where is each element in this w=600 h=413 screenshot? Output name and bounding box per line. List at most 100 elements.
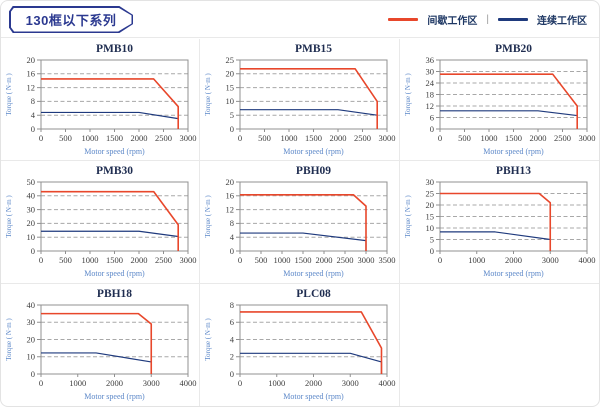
svg-text:2000: 2000 (529, 133, 546, 143)
svg-text:3000: 3000 (342, 378, 359, 388)
svg-text:Motor speed (rpm): Motor speed (rpm) (284, 392, 345, 401)
svg-text:0: 0 (438, 133, 442, 143)
svg-text:8: 8 (31, 96, 35, 106)
svg-text:Torque ( N·m ): Torque ( N·m ) (404, 73, 412, 116)
svg-text:20: 20 (226, 69, 235, 79)
legend: 间歇工作区 | 连续工作区 (388, 1, 587, 38)
svg-text:5: 5 (429, 235, 433, 245)
chart-cell-pmb30: 0 10 20 30 40 50 0 500 1000 1500 2000 2500 3000 PMB30… (1, 161, 201, 284)
svg-text:10: 10 (226, 96, 235, 106)
svg-text:1000: 1000 (281, 133, 298, 143)
svg-text:2000: 2000 (106, 378, 123, 388)
svg-text:2: 2 (230, 351, 234, 361)
svg-text:36: 36 (425, 55, 434, 65)
svg-text:2500: 2500 (337, 255, 354, 265)
svg-text:0: 0 (39, 378, 43, 388)
svg-text:0: 0 (438, 255, 442, 265)
intermittent-label: 间歇工作区 (427, 16, 478, 27)
svg-text:0: 0 (238, 133, 242, 143)
svg-text:2000: 2000 (316, 255, 333, 265)
svg-text:40: 40 (27, 191, 36, 201)
svg-text:PMB15: PMB15 (295, 43, 332, 55)
svg-text:2500: 2500 (155, 255, 172, 265)
svg-text:0: 0 (429, 246, 433, 256)
svg-text:30: 30 (27, 205, 36, 215)
svg-text:15: 15 (226, 82, 235, 92)
svg-text:16: 16 (27, 69, 36, 79)
svg-text:25: 25 (226, 55, 235, 65)
svg-text:Torque ( N·m ): Torque ( N·m ) (204, 195, 212, 238)
svg-text:6: 6 (230, 317, 234, 327)
chart-cell-pbh09: 0 4 8 12 16 20 0 500 1000 1500 2000 2500 3000 3500 PBH… (200, 161, 400, 284)
svg-text:3000: 3000 (180, 133, 197, 143)
svg-text:0: 0 (429, 124, 433, 134)
svg-text:Motor speed (rpm): Motor speed (rpm) (483, 269, 544, 278)
svg-text:12: 12 (27, 82, 36, 92)
svg-text:20: 20 (425, 200, 434, 210)
svg-text:6: 6 (429, 112, 433, 122)
chart-cell-pmb10: 0 4 8 12 16 20 0 500 1000 1500 2000 2500 3000 PMB10 Mo… (1, 39, 201, 162)
svg-text:2000: 2000 (505, 255, 522, 265)
svg-text:4: 4 (230, 232, 235, 242)
svg-text:5: 5 (230, 110, 234, 120)
svg-text:1500: 1500 (295, 255, 312, 265)
svg-text:20: 20 (27, 55, 36, 65)
empty-cell (400, 284, 599, 406)
svg-text:4000: 4000 (379, 378, 396, 388)
intermittent-line-swatch (388, 18, 419, 21)
svg-text:2000: 2000 (305, 378, 322, 388)
svg-text:16: 16 (226, 191, 235, 201)
svg-text:PMB20: PMB20 (495, 43, 532, 55)
svg-text:3000: 3000 (379, 133, 396, 143)
svg-text:0: 0 (31, 124, 35, 134)
svg-text:50: 50 (27, 177, 36, 187)
chart-grid: 0 4 8 12 16 20 0 500 1000 1500 2000 2500 3000 PMB10 Mo… (1, 39, 599, 406)
chart-pmb15: 0 5 10 15 20 25 0 500 1000 1500 2000 2500 3000 PMB15 M… (204, 43, 396, 156)
svg-text:18: 18 (425, 89, 434, 99)
svg-text:3000: 3000 (358, 255, 375, 265)
svg-text:500: 500 (458, 133, 471, 143)
svg-text:Torque ( N·m ): Torque ( N·m ) (5, 73, 13, 116)
svg-text:12: 12 (425, 101, 434, 111)
svg-text:PMB10: PMB10 (96, 43, 133, 55)
svg-text:10: 10 (27, 351, 36, 361)
svg-text:1000: 1000 (468, 255, 485, 265)
svg-text:1000: 1000 (269, 378, 286, 388)
svg-text:3500: 3500 (379, 255, 396, 265)
chart-pmb10: 0 4 8 12 16 20 0 500 1000 1500 2000 2500 3000 PMB10 Mo… (5, 43, 197, 156)
svg-text:20: 20 (226, 177, 235, 187)
svg-text:3000: 3000 (541, 255, 558, 265)
svg-text:0: 0 (39, 133, 43, 143)
svg-text:0: 0 (31, 246, 35, 256)
svg-text:4000: 4000 (180, 378, 197, 388)
svg-text:1500: 1500 (106, 255, 123, 265)
chart-pbh09: 0 4 8 12 16 20 0 500 1000 1500 2000 2500 3000 3500 PBH… (204, 165, 396, 278)
svg-text:Motor speed (rpm): Motor speed (rpm) (84, 269, 145, 278)
svg-text:500: 500 (258, 133, 271, 143)
svg-text:0: 0 (230, 246, 234, 256)
svg-text:1500: 1500 (505, 133, 522, 143)
svg-text:1000: 1000 (82, 255, 99, 265)
svg-text:24: 24 (425, 78, 434, 88)
svg-text:Motor speed (rpm): Motor speed (rpm) (284, 147, 345, 156)
svg-text:Motor speed (rpm): Motor speed (rpm) (483, 147, 544, 156)
svg-text:1500: 1500 (305, 133, 322, 143)
svg-text:0: 0 (31, 368, 35, 378)
svg-text:3000: 3000 (180, 255, 197, 265)
svg-text:20: 20 (27, 334, 36, 344)
chart-cell-pbh18: 0 10 20 30 40 0 1000 2000 3000 4000 PBH18 Motor spe… (1, 283, 201, 406)
svg-text:3000: 3000 (143, 378, 160, 388)
chart-cell-pmb15: 0 5 10 15 20 25 0 500 1000 1500 2000 2500 3000 PMB15 M… (200, 39, 400, 162)
svg-text:15: 15 (425, 212, 434, 222)
svg-text:1000: 1000 (274, 255, 291, 265)
svg-text:Torque ( N·m ): Torque ( N·m ) (5, 317, 13, 360)
top-bar: 130框以下系列 间歇工作区 | 连续工作区 (1, 1, 599, 38)
svg-text:2500: 2500 (554, 133, 571, 143)
svg-text:10: 10 (425, 223, 434, 233)
svg-text:2000: 2000 (131, 133, 148, 143)
svg-text:2500: 2500 (354, 133, 371, 143)
svg-text:Torque ( N·m ): Torque ( N·m ) (404, 195, 412, 238)
svg-text:1000: 1000 (69, 378, 86, 388)
